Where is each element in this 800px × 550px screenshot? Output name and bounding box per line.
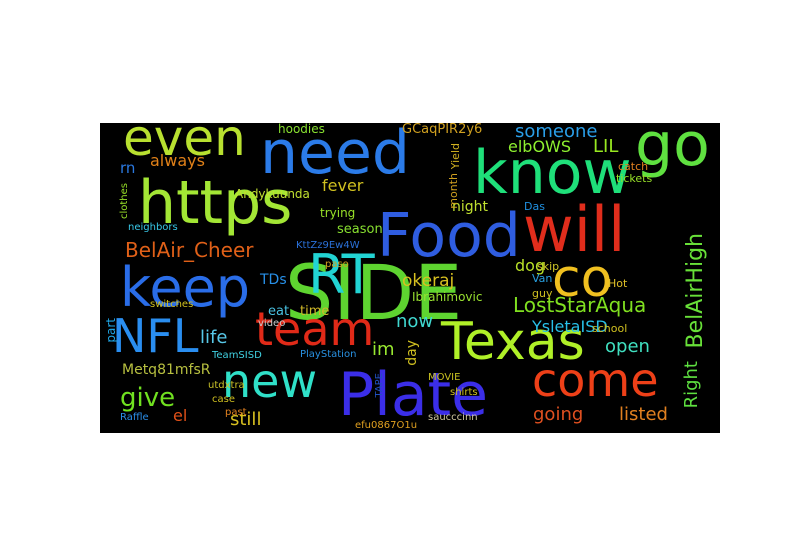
word: Yield (449, 143, 462, 170)
word: SIDE (285, 248, 463, 337)
word: need (260, 123, 410, 188)
word: Hot (608, 277, 628, 290)
word: Right (681, 361, 702, 409)
word: BelAir_Cheer (125, 238, 254, 262)
word: im (372, 339, 395, 360)
word: eat (268, 304, 290, 319)
word: life (200, 327, 228, 348)
word: skip (537, 260, 560, 273)
word: co (552, 249, 613, 309)
word: NFL (112, 309, 199, 363)
word: past (225, 407, 247, 418)
word: team (255, 302, 375, 356)
word: efu0867O1u (355, 420, 418, 431)
word: hoodies (278, 123, 325, 136)
word: switches (150, 299, 194, 310)
word: new (222, 354, 318, 408)
word: PlayStation (300, 349, 357, 360)
word: now (396, 311, 434, 332)
word: Das (524, 200, 545, 213)
word: clothes (119, 183, 130, 220)
word: come (532, 353, 659, 407)
word: night (452, 199, 489, 215)
word: know (473, 138, 632, 208)
word: will (523, 193, 626, 266)
word: video (258, 318, 286, 329)
word: tickets (616, 172, 653, 185)
word: listed (619, 404, 668, 425)
word: KttZz9Ew4W (296, 240, 360, 251)
word: give (120, 383, 176, 413)
word: elbOWS (508, 137, 572, 156)
word: Van (532, 272, 553, 285)
word: neighbors (128, 222, 178, 233)
word: shirts (450, 387, 478, 398)
word: guy (532, 287, 553, 300)
word: fever (322, 176, 364, 195)
word: Plate (338, 360, 489, 430)
word: Food (377, 201, 521, 271)
word: season (337, 222, 383, 237)
word: still (230, 409, 262, 430)
word: always (150, 151, 205, 170)
word-cloud: SIDE Food will https need know go keep R… (100, 123, 720, 433)
word: GCaqPIR2y6 (402, 123, 483, 137)
word: Raffle (120, 412, 149, 423)
word: el (173, 406, 188, 425)
word: Texas (441, 312, 585, 372)
word: TeamSISD (212, 350, 262, 361)
word: rn (120, 159, 136, 177)
word: even (123, 123, 246, 167)
word: trying (320, 206, 356, 220)
word: TDs (260, 272, 287, 288)
word: catch (618, 160, 649, 173)
word: dog (515, 256, 546, 275)
word: time (300, 304, 330, 319)
word: keep (120, 256, 251, 319)
word: utdxtra (208, 380, 245, 391)
word: Ibrahimovic (412, 290, 483, 304)
word: LIL (593, 136, 619, 157)
word: paso (325, 259, 349, 270)
word: day (404, 340, 420, 366)
word: Andykuunda (235, 187, 310, 201)
word: school (592, 322, 628, 335)
word: TAPE (374, 373, 385, 398)
word: Metq81mfsR (122, 362, 211, 378)
word: BelAirHigh (683, 233, 708, 349)
word: go (635, 123, 710, 180)
word: https (138, 168, 293, 238)
word: part (104, 318, 118, 343)
word: MOVIE (428, 372, 461, 383)
word: okeraj (402, 271, 455, 291)
word: RT (308, 243, 375, 306)
word: someone (515, 123, 598, 142)
word: LostStarAqua (513, 293, 647, 317)
word: going (533, 404, 584, 425)
word: saucccinn (428, 412, 478, 423)
word: month (447, 173, 460, 209)
word: YsletaISD (532, 317, 608, 336)
word: case (212, 394, 235, 405)
word: open (605, 336, 650, 357)
